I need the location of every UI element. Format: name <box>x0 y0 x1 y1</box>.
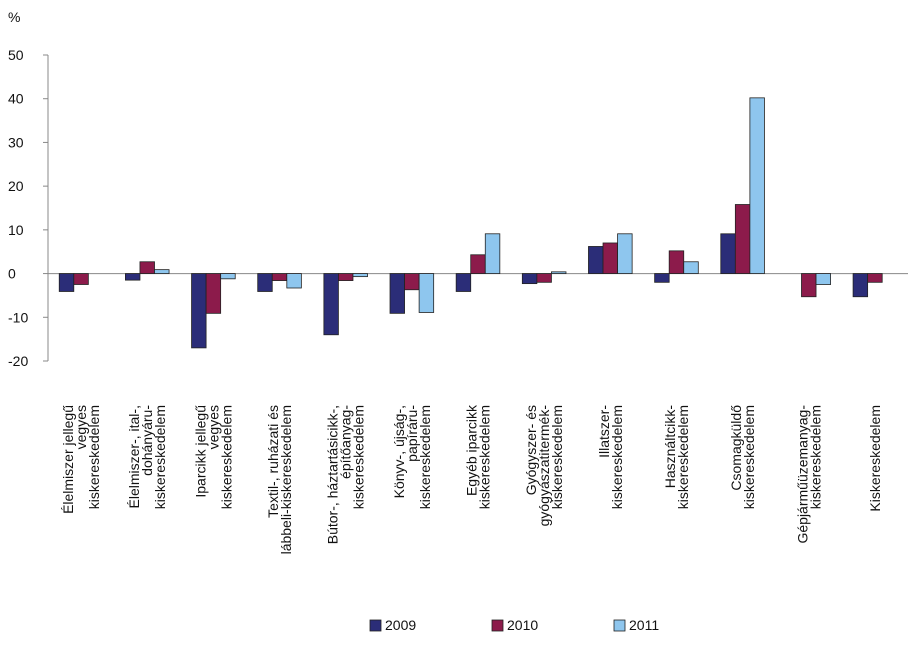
bar <box>484 233 501 274</box>
x-tick-label: Élelmiszer jellegű <box>60 405 76 514</box>
legend-swatch <box>491 619 504 632</box>
x-tick-label: Textil-, ruházati és <box>265 405 281 518</box>
x-tick-label: lábbeli-kiskereskedelem <box>278 405 294 554</box>
x-tick-label: kiskereskedelem <box>351 405 367 509</box>
x-tick-label: Egyéb iparcikk <box>464 404 480 496</box>
bar <box>602 242 618 274</box>
x-tick-label: Élelmiszer-, ital-, <box>126 405 142 508</box>
bar <box>58 273 75 292</box>
bar <box>352 273 368 278</box>
y-tick-label: 20 <box>8 178 24 194</box>
bar <box>154 269 170 274</box>
bar <box>588 246 604 274</box>
bar <box>338 273 354 281</box>
x-tick-label: kiskereskedelem <box>675 405 691 509</box>
y-tick-label: -10 <box>8 309 28 325</box>
bar <box>617 233 633 274</box>
y-tick-label: 30 <box>8 134 24 150</box>
x-tick-label: kiskereskedelem <box>741 405 757 509</box>
bar <box>536 273 552 283</box>
bar <box>286 273 302 289</box>
bar <box>668 250 685 274</box>
bar <box>734 204 751 274</box>
bar <box>73 273 89 285</box>
bar <box>139 261 155 274</box>
bar <box>749 97 765 274</box>
legend-label: 2010 <box>507 617 538 633</box>
x-tick-label: kiskereskedelem <box>86 405 102 509</box>
x-tick-label: Gépjárműüzemanyag- <box>794 405 810 544</box>
bar <box>389 273 405 314</box>
bar <box>455 273 472 292</box>
y-axis-label: % <box>8 9 20 25</box>
bar <box>271 273 288 281</box>
x-tick-label: Csomagküldő <box>728 405 744 491</box>
x-tick-label: építőanyag- <box>338 405 354 479</box>
x-tick-label: Könyv-, újság-, <box>391 405 407 498</box>
y-tick-label: -20 <box>8 353 28 369</box>
x-tick-label: kiskereskedelem <box>807 405 823 509</box>
x-tick-label: kiskereskedelem <box>609 405 625 509</box>
x-tick-label: Gyógyszer- és <box>523 405 539 495</box>
bar <box>205 273 222 314</box>
x-tick-label: vegyes <box>205 405 221 449</box>
y-tick-label: 10 <box>8 222 24 238</box>
x-tick-label: kiskereskedelem <box>477 405 493 509</box>
bar <box>257 273 273 292</box>
bar <box>551 271 567 274</box>
bar <box>125 273 141 281</box>
bar <box>418 273 435 313</box>
bar <box>654 273 670 283</box>
bar <box>404 273 420 291</box>
x-tick-label: Bútor-, háztartásicikk-, <box>325 405 341 544</box>
x-tick-label: Iparcikk jellegű <box>192 405 208 498</box>
x-tick-label: Kiskereskedelem <box>867 405 883 512</box>
x-tick-label: gyógyászatitermék- <box>536 405 552 527</box>
legend-label: 2009 <box>385 617 416 633</box>
x-tick-label: Használtcikk- <box>662 405 678 489</box>
legend-swatch <box>369 619 382 632</box>
bar <box>683 261 699 274</box>
y-tick-label: 0 <box>8 266 16 282</box>
bar <box>852 273 869 298</box>
x-tick-label: vegyes <box>73 405 89 449</box>
y-tick-label: 40 <box>8 91 24 107</box>
bar <box>815 273 831 285</box>
x-tick-label: kiskereskedelem <box>152 405 168 509</box>
bar <box>191 273 207 349</box>
bar <box>720 233 736 274</box>
bar <box>801 273 817 298</box>
legend-swatch <box>613 619 626 632</box>
x-tick-label: kiskereskedelem <box>549 405 565 509</box>
bar <box>867 273 883 283</box>
bar <box>220 273 236 280</box>
x-tick-label: Illatszer- <box>596 405 612 458</box>
y-tick-label: 50 <box>8 47 24 63</box>
x-tick-label: dohányáru- <box>139 405 155 476</box>
x-tick-label: kiskereskedelem <box>218 405 234 509</box>
x-tick-label: papíráru- <box>404 405 420 462</box>
x-tick-label: kiskereskedelem <box>417 405 433 509</box>
legend-label: 2011 <box>629 617 659 633</box>
bar <box>521 273 538 285</box>
bar <box>470 254 486 274</box>
bar <box>323 273 339 336</box>
